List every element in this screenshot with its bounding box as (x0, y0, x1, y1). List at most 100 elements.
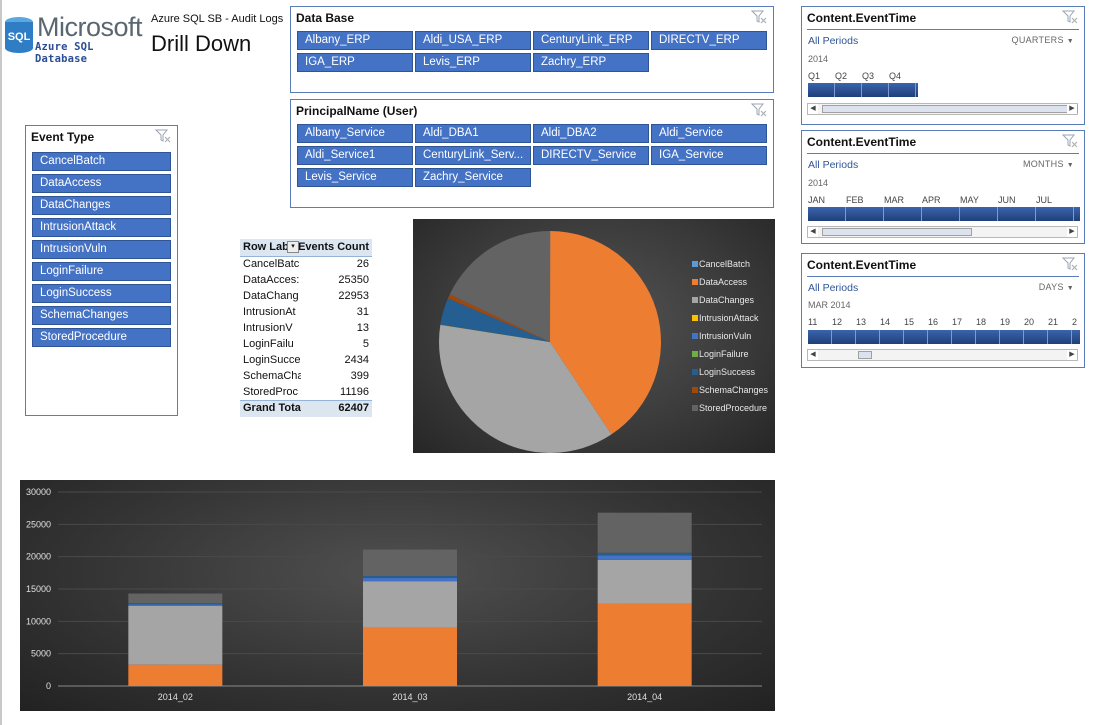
time-level-dropdown[interactable]: DAYS ▼ (1039, 282, 1074, 292)
timeline-period-label[interactable]: Q3 (862, 71, 875, 81)
time-level-dropdown[interactable]: QUARTERS ▼ (1012, 35, 1074, 45)
scrollbar-thumb[interactable] (858, 351, 872, 359)
pie-slice-storedprocedure[interactable] (449, 231, 550, 342)
scroll-right-arrow-icon[interactable]: ▶ (1067, 104, 1077, 114)
event-type-slicer-item[interactable]: StoredProcedure (32, 328, 171, 347)
event-type-slicer-item[interactable]: SchemaChanges (32, 306, 171, 325)
pie-slice-intrusionattack[interactable] (440, 324, 550, 342)
bar-segment-intrusionvuln[interactable] (128, 604, 223, 606)
bar-segment-storedprocedure[interactable] (597, 512, 692, 553)
scroll-left-arrow-icon[interactable]: ◀ (808, 227, 818, 237)
principal-slicer-item[interactable]: Albany_Service (297, 124, 413, 143)
time-level-dropdown[interactable]: MONTHS ▼ (1023, 159, 1074, 169)
pie-slice-datachanges[interactable] (439, 325, 612, 453)
timeline-period-label[interactable]: JAN (808, 195, 826, 205)
timeline-period-label[interactable]: 15 (904, 317, 915, 327)
timeline-period-label[interactable]: 14 (880, 317, 891, 327)
principal-slicer-item[interactable]: Zachry_Service (415, 168, 531, 187)
timeline-period-label[interactable]: FEB (846, 195, 864, 205)
pie-slice-dataaccess[interactable] (550, 231, 661, 435)
all-periods-link[interactable]: All Periods (808, 282, 859, 294)
timeline-period-label[interactable]: JUN (998, 195, 1016, 205)
timeline-period-label[interactable]: MAY (960, 195, 979, 205)
bar-segment-datachanges[interactable] (363, 581, 457, 628)
event-type-slicer-item[interactable]: DataAccess (32, 174, 171, 193)
event-type-slicer-item[interactable]: IntrusionVuln (32, 240, 171, 259)
timeline-scrollbar[interactable]: ◀ ▶ (807, 226, 1078, 238)
timeline-period-label[interactable]: 20 (1024, 317, 1035, 327)
timeline-period-label[interactable]: JUL (1036, 195, 1053, 205)
timeline-period-label[interactable]: Q1 (808, 71, 821, 81)
database-slicer-item[interactable]: DIRECTV_ERP (651, 31, 767, 50)
scroll-right-arrow-icon[interactable]: ▶ (1067, 227, 1077, 237)
database-slicer-item[interactable]: Albany_ERP (297, 31, 413, 50)
scrollbar-thumb[interactable] (822, 105, 1078, 113)
timeline-scrollbar[interactable]: ◀ ▶ (807, 103, 1078, 115)
clear-filter-icon[interactable] (751, 103, 767, 117)
clear-filter-icon[interactable] (155, 129, 171, 143)
timeline-period-label[interactable]: 17 (952, 317, 963, 327)
principal-slicer-item[interactable]: DIRECTV_Service (533, 146, 649, 165)
timeline-period-label[interactable]: 19 (1000, 317, 1011, 327)
timeline-selection-bar[interactable] (808, 207, 1080, 221)
clear-filter-icon[interactable] (1062, 10, 1078, 24)
timeline-period-label[interactable]: APR (922, 195, 941, 205)
bar-segment-datachanges[interactable] (597, 559, 692, 604)
timeline-period-label[interactable]: Q4 (889, 71, 902, 81)
bar-segment-loginsuccess[interactable] (128, 603, 223, 605)
all-periods-link[interactable]: All Periods (808, 159, 859, 171)
bar-segment-datachanges[interactable] (128, 605, 223, 665)
pie-slice-loginsuccess[interactable] (440, 298, 550, 342)
scroll-left-arrow-icon[interactable]: ◀ (808, 350, 818, 360)
row-labels-dropdown[interactable]: ▾ (287, 241, 299, 253)
bar-segment-dataaccess[interactable] (363, 627, 457, 686)
principal-slicer-item[interactable]: IGA_Service (651, 146, 767, 165)
pie-slice-loginfailure[interactable] (440, 324, 550, 342)
timeline-period-label[interactable]: 2 (1072, 317, 1078, 327)
timeline-period-label[interactable]: 13 (856, 317, 867, 327)
bar-segment-loginsuccess[interactable] (363, 576, 457, 579)
pie-slice-intrusionvuln[interactable] (440, 324, 550, 342)
database-slicer-item[interactable]: CenturyLink_ERP (533, 31, 649, 50)
clear-filter-icon[interactable] (1062, 257, 1078, 271)
timeline-selection-bar[interactable] (808, 330, 1080, 344)
scrollbar-thumb[interactable] (822, 228, 972, 236)
bar-segment-storedprocedure[interactable] (128, 593, 223, 604)
principal-slicer-item[interactable]: CenturyLink_Serv... (415, 146, 531, 165)
timeline-period-label[interactable]: 12 (832, 317, 843, 327)
clear-filter-icon[interactable] (1062, 134, 1078, 148)
scroll-right-arrow-icon[interactable]: ▶ (1067, 350, 1077, 360)
principal-slicer-item[interactable]: Aldi_DBA2 (533, 124, 649, 143)
database-slicer-item[interactable]: Aldi_USA_ERP (415, 31, 531, 50)
timeline-period-label[interactable]: 16 (928, 317, 939, 327)
timeline-period-label[interactable]: MAR (884, 195, 904, 205)
timeline-period-label[interactable]: 18 (976, 317, 987, 327)
principal-slicer-item[interactable]: Levis_Service (297, 168, 413, 187)
bar-segment-intrusionvuln[interactable] (597, 555, 692, 560)
timeline-scrollbar[interactable]: ◀ ▶ (807, 349, 1078, 361)
event-type-slicer-item[interactable]: LoginSuccess (32, 284, 171, 303)
bar-segment-dataaccess[interactable] (597, 603, 692, 686)
timeline-period-label[interactable]: Q2 (835, 71, 848, 81)
event-type-slicer-item[interactable]: DataChanges (32, 196, 171, 215)
event-type-slicer-item[interactable]: IntrusionAttack (32, 218, 171, 237)
principal-slicer-item[interactable]: Aldi_Service (651, 124, 767, 143)
database-slicer-item[interactable]: Levis_ERP (415, 53, 531, 72)
timeline-period-label[interactable]: 11 (808, 317, 818, 327)
principal-slicer-item[interactable]: Aldi_DBA1 (415, 124, 531, 143)
principal-slicer-item[interactable]: Aldi_Service1 (297, 146, 413, 165)
bar-segment-intrusionvuln[interactable] (363, 578, 457, 582)
clear-filter-icon[interactable] (751, 10, 767, 24)
all-periods-link[interactable]: All Periods (808, 35, 859, 47)
database-slicer-item[interactable]: Zachry_ERP (533, 53, 649, 72)
bar-segment-dataaccess[interactable] (128, 664, 223, 686)
bar-segment-storedprocedure[interactable] (363, 549, 457, 577)
database-slicer-item[interactable]: IGA_ERP (297, 53, 413, 72)
event-type-slicer-item[interactable]: LoginFailure (32, 262, 171, 281)
bar-segment-loginsuccess[interactable] (597, 552, 692, 556)
timeline-selection-bar[interactable] (808, 83, 918, 97)
scroll-left-arrow-icon[interactable]: ◀ (808, 104, 818, 114)
pie-slice-schemachanges[interactable] (447, 294, 550, 342)
event-type-slicer-item[interactable]: CancelBatch (32, 152, 171, 171)
timeline-period-label[interactable]: 21 (1048, 317, 1059, 327)
